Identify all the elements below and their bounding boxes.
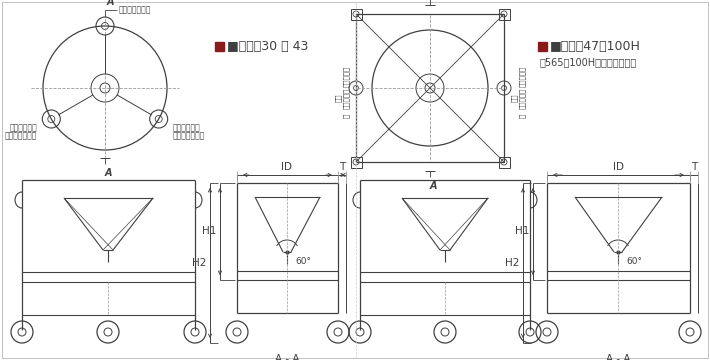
Text: キャスター: キャスター xyxy=(519,66,525,87)
Bar xyxy=(538,42,547,51)
Text: ストッパー付: ストッパー付 xyxy=(9,123,38,132)
Text: ID: ID xyxy=(281,162,293,172)
Text: T: T xyxy=(339,162,345,172)
Text: 自在: 自在 xyxy=(334,94,342,102)
Text: A - A: A - A xyxy=(606,354,630,360)
Text: 付: 付 xyxy=(519,114,525,118)
Text: ストッパー: ストッパー xyxy=(343,87,349,109)
Text: H1: H1 xyxy=(515,226,529,236)
Text: 自在キャスター: 自在キャスター xyxy=(5,131,38,140)
Text: ストッパー付: ストッパー付 xyxy=(173,123,200,132)
Text: H1: H1 xyxy=(202,226,216,236)
Text: 60°: 60° xyxy=(295,257,311,266)
Bar xyxy=(351,157,362,168)
Text: ID: ID xyxy=(613,162,623,172)
Text: H2: H2 xyxy=(192,258,206,268)
Text: T: T xyxy=(691,162,697,172)
Text: A: A xyxy=(106,0,114,7)
Text: ストッパー: ストッパー xyxy=(519,87,525,109)
Bar xyxy=(351,9,362,20)
Bar xyxy=(499,157,510,168)
Bar xyxy=(499,9,510,20)
Text: 自在キャスター: 自在キャスター xyxy=(119,5,151,14)
Text: 自在: 自在 xyxy=(510,94,518,102)
Text: A - A: A - A xyxy=(275,354,299,360)
Text: 付: 付 xyxy=(343,114,349,118)
Text: 自在キャスター: 自在キャスター xyxy=(173,131,205,140)
Text: 60°: 60° xyxy=(626,257,642,266)
Text: ■型式：30 ～ 43: ■型式：30 ～ 43 xyxy=(227,40,308,54)
Text: キャスター: キャスター xyxy=(343,66,349,87)
Text: A: A xyxy=(430,181,437,191)
Bar xyxy=(215,42,224,51)
Text: A: A xyxy=(104,168,111,178)
Text: H2: H2 xyxy=(505,258,519,268)
Bar xyxy=(356,14,504,162)
Text: ■型式：47～100H: ■型式：47～100H xyxy=(550,40,641,54)
Text: （565～100Hは取っ手無し）: （565～100Hは取っ手無し） xyxy=(540,57,638,67)
